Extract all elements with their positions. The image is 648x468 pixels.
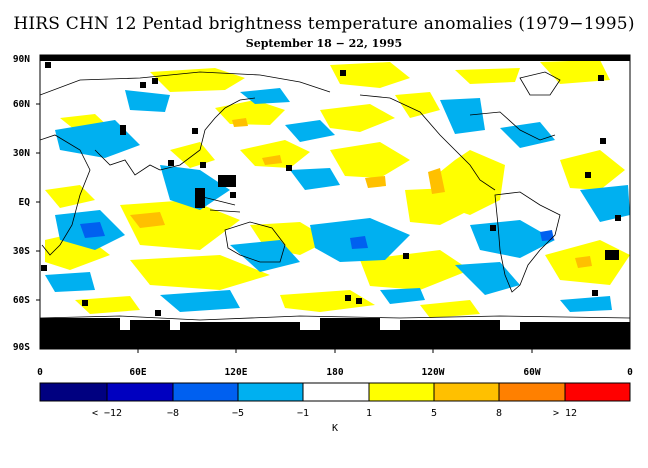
colorbar-label-6: 5 (431, 408, 437, 419)
strong-negative-anomaly-patches (80, 222, 554, 249)
colorbar-segment-1 (40, 383, 107, 401)
coastlines (40, 71, 630, 321)
lon-label-60e: 60E (129, 367, 146, 378)
lat-label-90n: 90N (13, 54, 30, 65)
lat-label-60s: 60S (13, 295, 30, 306)
lon-label-0: 0 (37, 367, 43, 378)
colorbar-segment-3 (173, 383, 238, 401)
map-panel (40, 55, 630, 349)
colorbar-label-4: −1 (297, 408, 309, 419)
colorbar-segment-4 (238, 383, 303, 401)
map-subtitle: September 18 − 22, 1995 (245, 37, 403, 50)
lon-label-120e: 120E (225, 367, 248, 378)
colorbar-label-7: 8 (496, 408, 502, 419)
lon-tick-marks (137, 349, 533, 353)
missing-data-blocks (40, 55, 630, 349)
lat-label-60n: 60N (13, 99, 30, 110)
colorbar-segment-5 (303, 383, 369, 401)
colorbar-segment-8 (499, 383, 565, 401)
colorbar-segment-7 (434, 383, 499, 401)
lon-label-0-end: 0 (627, 367, 633, 378)
colorbar-segment-2 (107, 383, 173, 401)
colorbar-segment-6 (369, 383, 434, 401)
lat-label-eq: EQ (19, 197, 31, 208)
lon-label-180: 180 (326, 367, 343, 378)
strong-positive-anomaly-patches (130, 118, 592, 268)
colorbar-frame (39, 382, 631, 402)
map-title: HIRS CHN 12 Pentad brightness temperatur… (13, 14, 635, 34)
colorbar (39, 382, 631, 402)
lat-tick-marks (36, 103, 40, 301)
colorbar-label-3: −5 (232, 408, 244, 419)
lon-label-120w: 120W (422, 367, 445, 378)
colorbar-label-2: −8 (167, 408, 179, 419)
colorbar-segment-9 (565, 383, 630, 401)
colorbar-unit: K (332, 423, 338, 434)
lat-label-90s: 90S (13, 342, 30, 353)
lat-label-30s: 30S (13, 246, 30, 257)
lon-label-60w: 60W (523, 367, 540, 378)
colorbar-label-1: < −12 (92, 408, 122, 419)
colorbar-label-8: > 12 (553, 408, 577, 419)
colorbar-label-5: 1 (366, 408, 372, 419)
lat-label-30n: 30N (13, 148, 30, 159)
